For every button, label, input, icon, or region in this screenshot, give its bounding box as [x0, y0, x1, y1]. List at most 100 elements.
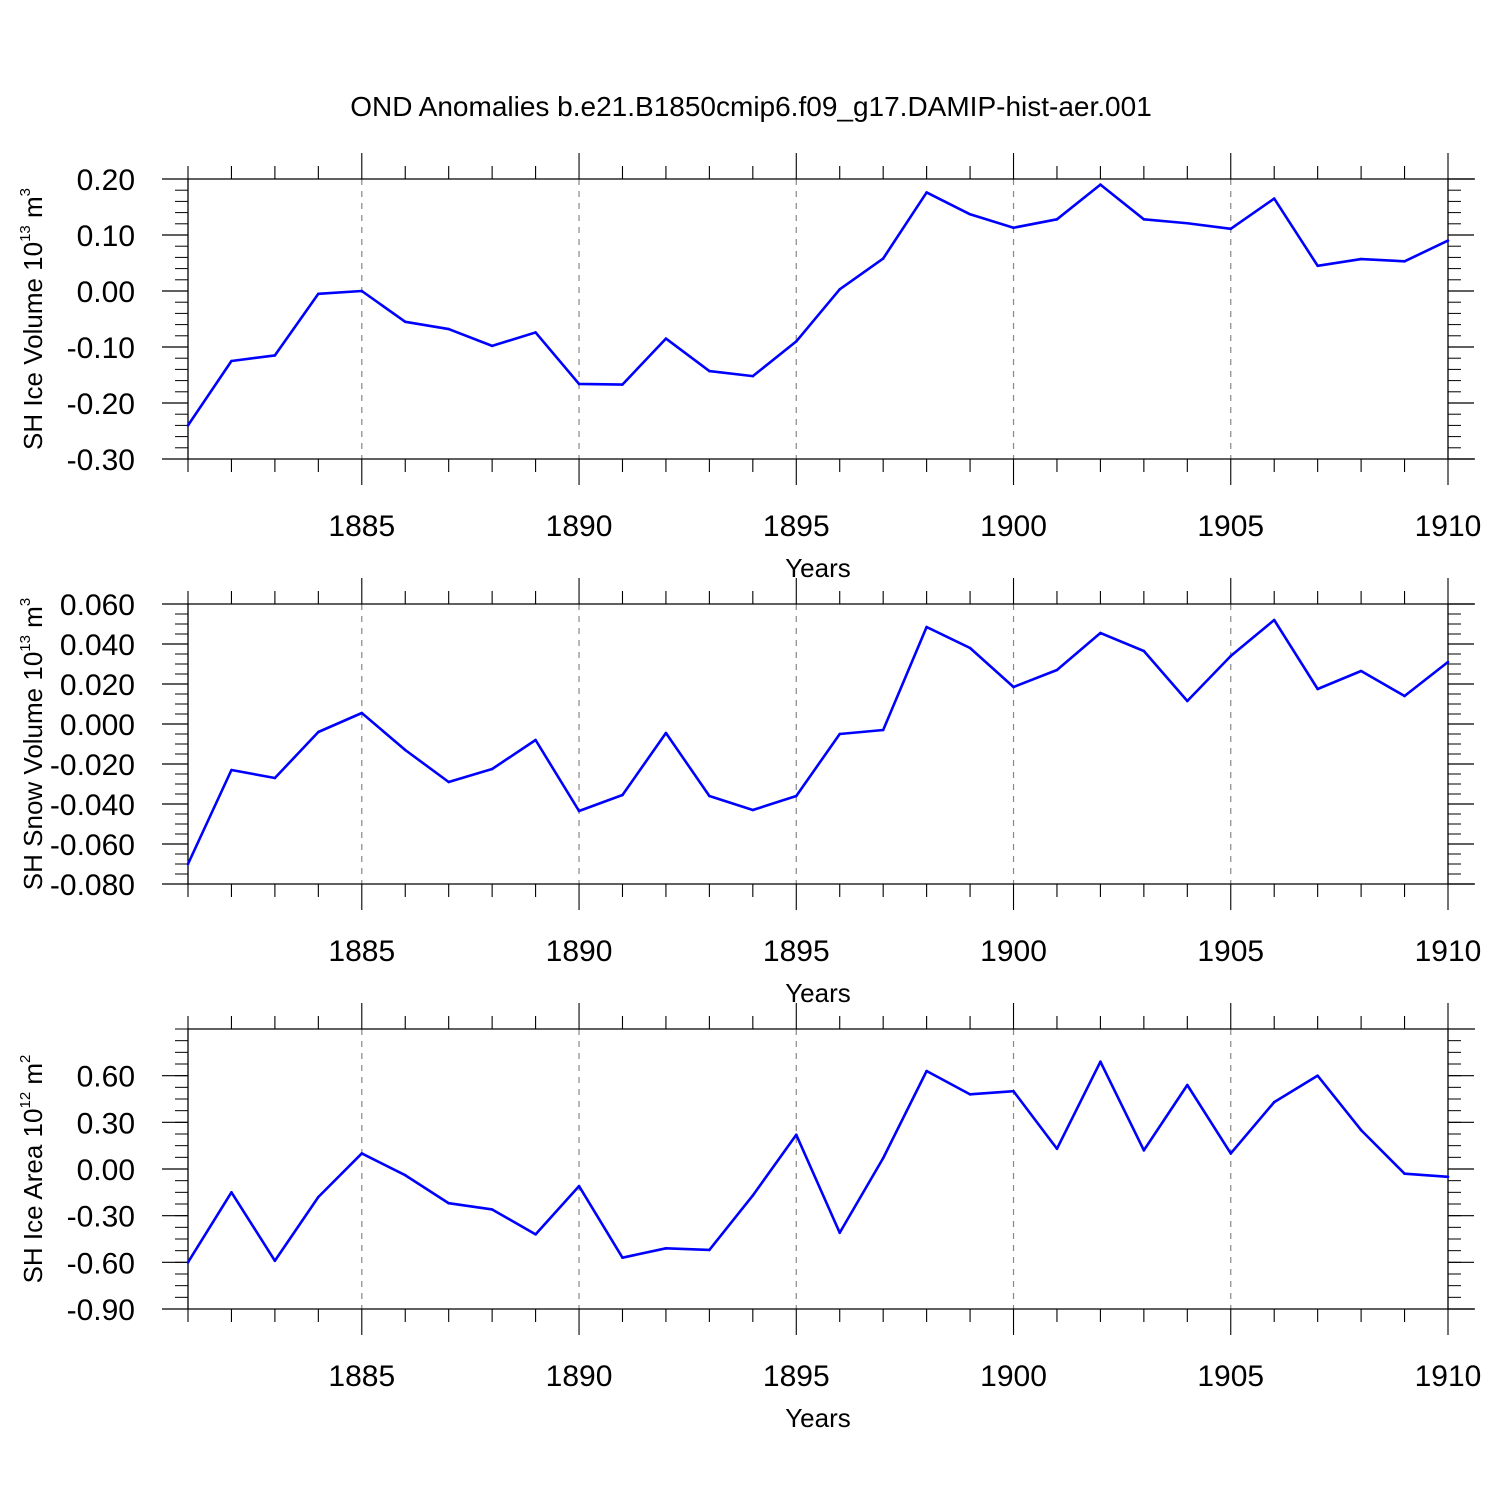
data-point — [708, 1248, 711, 1252]
data-point — [751, 374, 755, 378]
y-tick-label: -0.080 — [50, 869, 135, 902]
data-point — [925, 191, 928, 194]
data-point — [447, 1201, 450, 1205]
data-point — [1403, 260, 1406, 263]
data-point — [1359, 669, 1363, 673]
x-tick-label: 1890 — [546, 1360, 613, 1393]
series-line — [186, 183, 1449, 427]
y-tick-label: -0.020 — [50, 749, 135, 782]
data-point — [186, 424, 190, 427]
x-tick-label: 1910 — [1415, 935, 1482, 968]
data-point — [186, 1261, 190, 1264]
x-tick-label: 1895 — [763, 1360, 830, 1393]
data-point — [1012, 685, 1015, 689]
data-point — [1272, 197, 1276, 200]
data-point — [838, 1231, 842, 1235]
data-point — [664, 1247, 668, 1250]
y-tick-label: -0.10 — [67, 332, 135, 365]
data-point — [1186, 699, 1189, 703]
x-tick-label: 1885 — [328, 1360, 395, 1393]
data-point — [621, 383, 624, 386]
data-point — [1186, 1083, 1189, 1087]
data-point — [1359, 1128, 1363, 1132]
data-point — [1142, 649, 1146, 653]
data-point — [534, 1233, 537, 1236]
x-axis-label: Years — [785, 1403, 851, 1433]
data-point — [403, 320, 407, 324]
data-point — [751, 1194, 755, 1197]
panels: 1885 1890 1895 1900 1905 1910 0.20 0.10 0.00 -0.1… — [17, 153, 1481, 1433]
x-tick-label: 1895 — [763, 935, 830, 968]
data-point — [881, 257, 885, 260]
y-tick-label: 0.040 — [60, 629, 135, 662]
y-tick-label: -0.90 — [67, 1294, 135, 1327]
x-tick-label: 1890 — [546, 510, 613, 543]
data-point — [360, 711, 364, 715]
y-tick-label: -0.20 — [67, 388, 135, 421]
data-point — [230, 1191, 233, 1194]
data-point — [1272, 1100, 1276, 1104]
data-point — [708, 369, 711, 373]
data-point — [447, 327, 450, 331]
data-point — [968, 646, 972, 650]
data-point — [317, 730, 320, 734]
y-axis-label: SH Snow Volume 1013 m3 — [17, 598, 48, 890]
data-point — [1012, 1089, 1015, 1093]
data-point — [925, 625, 928, 629]
y-tick-label: 0.20 — [77, 164, 135, 197]
data-point — [230, 768, 233, 772]
data-point — [1099, 1060, 1102, 1063]
data-point — [664, 731, 668, 735]
data-point — [1316, 1074, 1319, 1077]
data-point — [794, 1133, 798, 1137]
data-point — [1316, 687, 1319, 691]
data-point — [534, 331, 537, 334]
y-tick-label: -0.30 — [67, 1201, 135, 1234]
data-point — [447, 780, 450, 784]
x-tick-label: 1885 — [328, 510, 395, 543]
y-tick-label: 0.060 — [60, 589, 135, 622]
data-point — [1142, 1149, 1146, 1152]
x-tick-label: 1885 — [328, 935, 395, 968]
data-point — [490, 344, 494, 348]
x-tick-label: 1900 — [980, 1360, 1047, 1393]
data-point — [1403, 694, 1406, 698]
data-point — [230, 359, 233, 363]
data-point — [317, 292, 320, 296]
x-axis-label: Years — [785, 978, 851, 1008]
y-tick-label: -0.040 — [50, 789, 135, 822]
y-tick-label: 0.10 — [77, 220, 135, 253]
chart-panel-1: 1885 1890 1895 1900 1905 1910 0.20 0.10 0.00 -0.1… — [17, 153, 1481, 583]
y-tick-label: 0.000 — [60, 709, 135, 742]
data-point — [968, 1093, 972, 1096]
data-point — [1142, 218, 1146, 221]
data-point — [360, 289, 364, 293]
x-tick-label: 1910 — [1415, 510, 1482, 543]
y-tick-label: 0.00 — [77, 276, 135, 309]
data-point — [403, 748, 407, 752]
data-point — [621, 1256, 624, 1259]
x-tick-label: 1905 — [1197, 1360, 1264, 1393]
y-tick-label: 0.020 — [60, 669, 135, 702]
data-point — [273, 354, 277, 357]
data-point — [621, 793, 624, 797]
series-line — [186, 1060, 1449, 1264]
data-point — [751, 808, 755, 812]
x-tick-label: 1900 — [980, 510, 1047, 543]
data-point — [1229, 654, 1233, 658]
data-point — [186, 862, 190, 866]
figure-title: OND Anomalies b.e21.B1850cmip6.f09_g17.D… — [350, 91, 1152, 122]
data-point — [1229, 1152, 1233, 1155]
y-tick-label: 0.00 — [77, 1154, 135, 1187]
data-point — [1272, 618, 1276, 622]
data-point — [273, 1259, 277, 1263]
data-point — [1055, 668, 1059, 672]
x-tick-label: 1900 — [980, 935, 1047, 968]
data-point — [881, 1156, 885, 1160]
data-point — [794, 340, 798, 343]
series-line — [186, 618, 1449, 865]
data-point — [1446, 239, 1450, 242]
x-tick-label: 1890 — [546, 935, 613, 968]
data-point — [968, 212, 972, 216]
